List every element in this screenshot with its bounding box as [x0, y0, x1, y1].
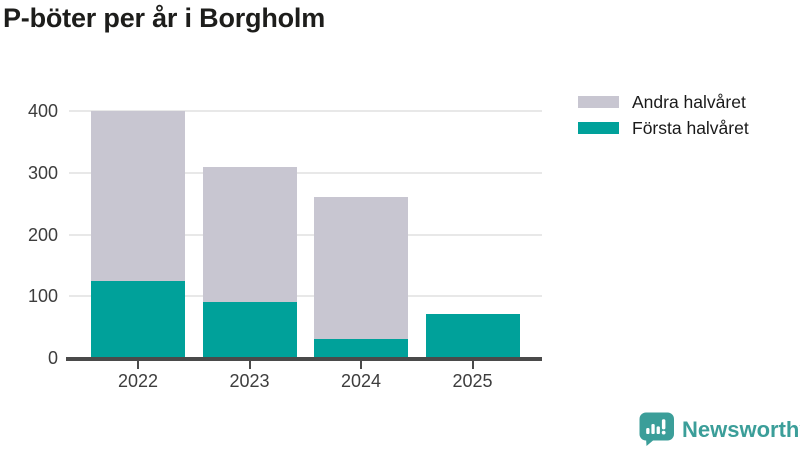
bar-segment-2025-first-half [425, 314, 520, 358]
legend-item: Andra halvåret [578, 89, 749, 115]
x-axis-tick [248, 360, 251, 369]
gridline [69, 110, 542, 112]
bar-chart-bubble-icon [639, 412, 675, 447]
bar-segment-2024-second-half [314, 196, 408, 339]
bar-segment-2023-second-half [202, 166, 297, 303]
x-axis-tick [360, 360, 362, 369]
x-axis-line [66, 357, 542, 361]
gridline [69, 171, 542, 174]
x-axis-tick-label: 2025 [452, 371, 493, 391]
legend-swatch [578, 96, 619, 108]
x-axis-tick [137, 360, 139, 369]
y-axis-tick-label: 200 [27, 224, 58, 245]
chart-title: P-böter per år i Borgholm [3, 3, 326, 33]
newsworthy-logo-text: Newsworthy [682, 416, 800, 442]
gridline [69, 233, 542, 236]
bar-segment-2022-second-half [91, 111, 185, 281]
newsworthy-logo[interactable]: Newsworthy [639, 412, 800, 447]
legend-swatch [578, 122, 619, 134]
x-axis-tick-label: 2022 [117, 371, 159, 391]
legend-item: Första halvåret [578, 115, 749, 141]
bar-segment-2024-first-half [314, 338, 408, 358]
legend: Andra halvåret Första halvåret [578, 89, 749, 141]
legend-label: Första halvåret [632, 117, 749, 138]
y-axis-tick-label: 100 [27, 286, 58, 307]
x-axis-tick-label: 2023 [229, 371, 270, 391]
y-axis-tick-label: 300 [27, 162, 58, 183]
bar-segment-2023-first-half [202, 302, 297, 358]
bar-segment-2022-first-half [91, 280, 185, 358]
x-axis-tick-label: 2024 [340, 371, 382, 391]
gridline [69, 295, 542, 298]
legend-label: Andra halvåret [632, 91, 746, 112]
x-axis-tick [471, 360, 474, 369]
y-axis-tick-label: 0 [47, 348, 58, 368]
y-axis-tick-label: 400 [27, 101, 58, 121]
